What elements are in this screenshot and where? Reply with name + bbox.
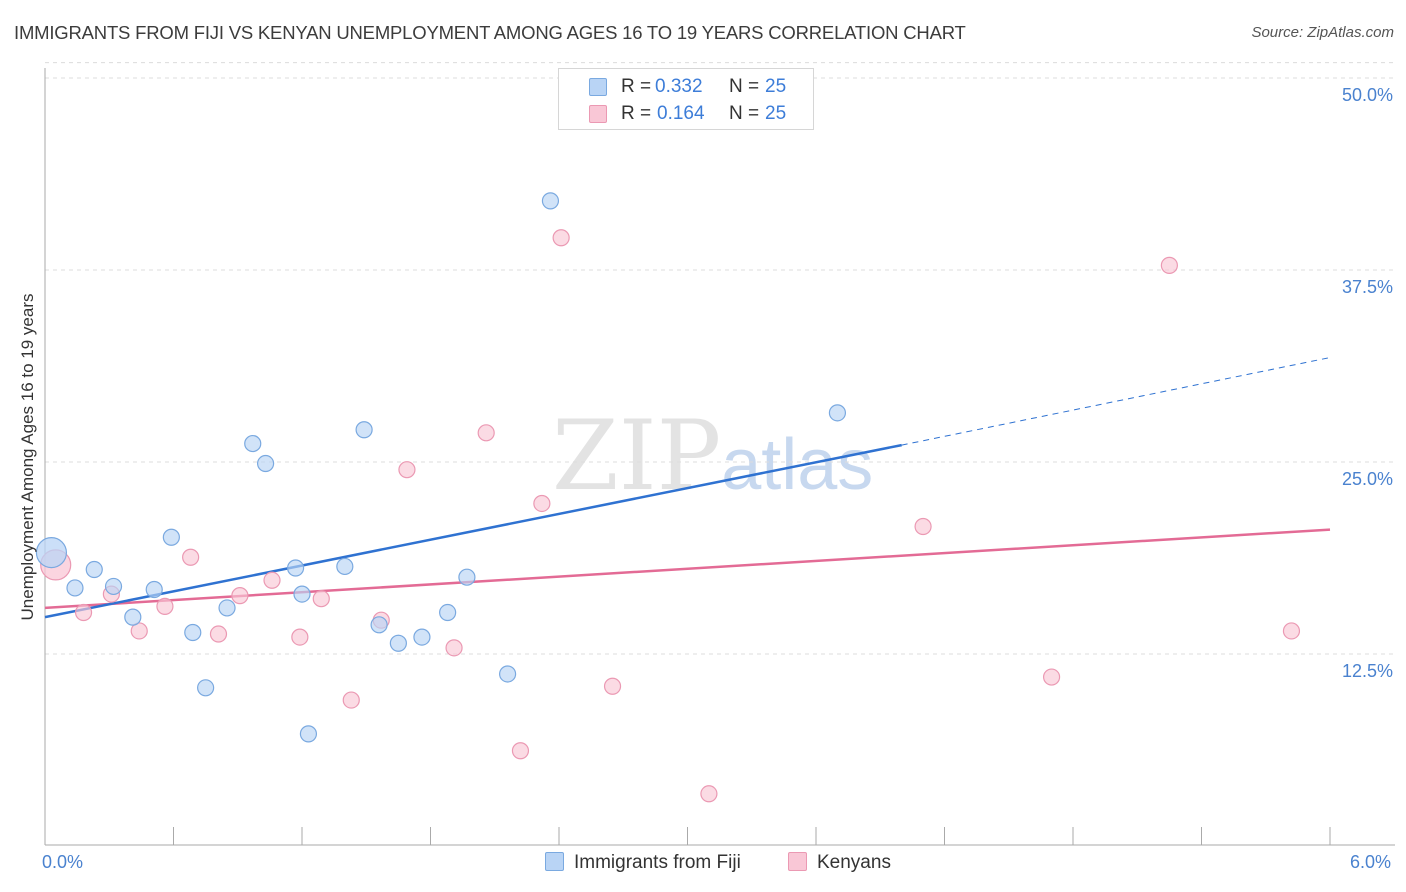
kenya-point	[511, 742, 530, 760]
kenya-point	[182, 548, 200, 566]
chart-title: IMMIGRANTS FROM FIJI VS KENYAN UNEMPLOYM…	[14, 22, 966, 43]
series-legend-kenya: Kenyans	[788, 852, 891, 874]
kenya-legend-swatch	[788, 852, 807, 871]
legend-n-label: N =	[729, 103, 760, 124]
fiji-point	[35, 537, 68, 569]
fiji-point	[499, 665, 517, 683]
kenya-point	[342, 691, 360, 709]
fiji-point	[197, 679, 215, 697]
axes	[44, 68, 1395, 846]
kenya-point	[552, 229, 570, 247]
fiji-point	[355, 421, 373, 439]
fiji-point	[458, 568, 476, 586]
fiji-point	[370, 616, 388, 634]
x-tick-label-max: 6.0%	[1350, 852, 1392, 872]
watermark: ZIPatlas	[552, 400, 873, 512]
kenya-swatch	[589, 105, 607, 123]
fiji-legend-swatch	[545, 852, 564, 871]
kenya-point	[74, 603, 93, 622]
kenya-point	[398, 461, 416, 479]
fiji-point	[541, 192, 560, 210]
fiji-point	[256, 454, 275, 473]
fiji-point	[828, 404, 847, 422]
kenya-point	[312, 590, 330, 608]
kenya-point	[700, 785, 718, 803]
legend-r-label: R =	[621, 76, 652, 97]
legend-n-value-kenya: 25	[765, 103, 787, 124]
fiji-point	[66, 579, 84, 597]
kenya-point	[156, 597, 174, 615]
kenya-point	[291, 628, 309, 646]
fiji-point	[145, 580, 163, 599]
fiji-point	[162, 528, 180, 546]
kenya-point	[477, 424, 495, 442]
legend-r-value-kenya: 0.164	[657, 103, 705, 124]
fiji-legend-label: Immigrants from Fiji	[574, 852, 741, 873]
kenya-point	[445, 639, 463, 657]
y-axis-label: Unemployment Among Ages 16 to 19 years	[18, 293, 37, 621]
fiji-trend-line	[44, 443, 902, 619]
fiji-point	[184, 623, 202, 642]
fiji-point	[389, 634, 407, 652]
y-tick-label: 12.5%	[1341, 661, 1393, 681]
fiji-point	[293, 585, 311, 603]
kenya-point	[231, 587, 249, 605]
fiji-trend-extension	[901, 357, 1331, 446]
kenya-point	[1282, 622, 1301, 640]
y-tick-label: 37.5%	[1341, 277, 1393, 297]
fiji-point	[299, 725, 318, 743]
legend-r-value-fiji: 0.332	[655, 76, 703, 97]
x-tick-label-min: 0.0%	[42, 852, 84, 872]
fiji-point	[218, 599, 236, 617]
kenya-point	[533, 494, 551, 513]
fiji-swatch	[589, 78, 607, 96]
fiji-point	[104, 577, 123, 596]
y-tick-label: 50.0%	[1341, 85, 1393, 105]
y-tick-label: 25.0%	[1341, 469, 1393, 489]
kenya-point	[603, 677, 622, 695]
trend-lines	[44, 357, 1331, 619]
kenya-point	[1160, 256, 1178, 274]
fiji-point	[439, 603, 457, 622]
legend-n-label: N =	[729, 76, 760, 97]
fiji-point	[244, 434, 262, 453]
fiji-point	[85, 560, 103, 579]
fiji-point	[286, 559, 305, 577]
legend-n-value-fiji: 25	[765, 76, 787, 97]
kenya-legend-label: Kenyans	[817, 852, 891, 873]
kenya-trend-line	[44, 528, 1331, 610]
kenya-point	[914, 517, 932, 536]
grid-lines	[45, 62, 1395, 655]
fiji-point	[413, 628, 431, 646]
correlation-legend: R = 0.332 N = 25 R = 0.164 N = 25	[558, 68, 814, 130]
data-points	[35, 192, 1301, 803]
fiji-point	[336, 557, 354, 576]
kenya-point	[263, 571, 281, 589]
kenya-point	[130, 622, 148, 640]
source-credit: Source: ZipAtlas.com	[1251, 24, 1394, 41]
kenya-point	[1042, 668, 1061, 686]
legend-r-label: R =	[621, 103, 652, 124]
kenya-point	[209, 625, 228, 643]
fiji-point	[124, 608, 142, 626]
series-legend-fiji: Immigrants from Fiji	[545, 852, 741, 874]
watermark-zip: ZIP	[552, 400, 722, 512]
